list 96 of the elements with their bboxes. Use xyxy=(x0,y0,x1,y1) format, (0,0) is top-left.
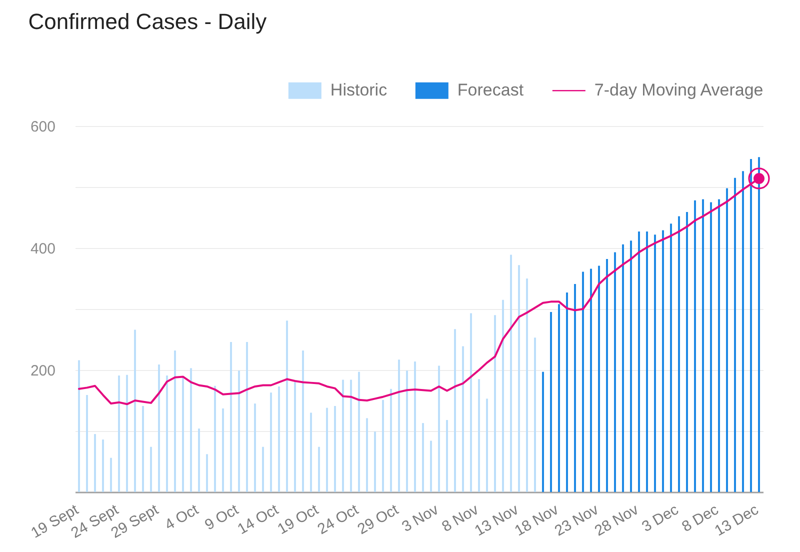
bar xyxy=(126,374,128,492)
bar xyxy=(190,368,192,492)
legend-label: Historic xyxy=(330,80,388,100)
bar xyxy=(310,412,312,492)
bar xyxy=(646,232,648,492)
bar xyxy=(662,230,664,492)
bar xyxy=(518,265,520,492)
bar xyxy=(286,320,288,492)
bar xyxy=(670,224,672,492)
bar xyxy=(614,252,616,492)
bar xyxy=(582,272,584,492)
bar xyxy=(78,360,80,492)
bar xyxy=(486,398,488,492)
bar xyxy=(654,234,656,492)
bar xyxy=(686,212,688,492)
bar xyxy=(294,382,296,492)
bar xyxy=(398,360,400,492)
bar xyxy=(406,370,408,492)
bar xyxy=(534,338,536,492)
bar xyxy=(678,216,680,492)
chart-title: Confirmed Cases - Daily xyxy=(28,9,267,34)
bar xyxy=(638,232,640,492)
bar xyxy=(478,379,480,492)
bar xyxy=(462,346,464,492)
bar xyxy=(94,434,96,492)
bar xyxy=(102,440,104,492)
bar xyxy=(694,200,696,492)
legend-label: Forecast xyxy=(457,80,524,100)
bar xyxy=(750,158,752,492)
bar xyxy=(246,342,248,492)
x-tick-label: 4 Oct xyxy=(162,500,202,534)
bar xyxy=(734,178,736,492)
bar xyxy=(110,458,112,492)
bar xyxy=(574,284,576,492)
bar xyxy=(86,395,88,492)
bar xyxy=(630,240,632,492)
bar xyxy=(230,342,232,492)
bar xyxy=(598,266,600,492)
bar xyxy=(542,372,544,492)
bar xyxy=(758,157,760,492)
bar xyxy=(270,392,272,492)
bar xyxy=(206,454,208,492)
bar xyxy=(422,423,424,492)
bar xyxy=(182,377,184,492)
bar xyxy=(366,418,368,492)
bar xyxy=(342,380,344,492)
x-tick-label: 3 Dec xyxy=(639,500,682,536)
bar xyxy=(302,350,304,492)
bar xyxy=(558,304,560,492)
bar xyxy=(526,278,528,492)
bar xyxy=(198,428,200,492)
bar xyxy=(254,404,256,492)
bar xyxy=(718,199,720,492)
bar xyxy=(158,364,160,492)
bar xyxy=(150,446,152,492)
bar xyxy=(278,386,280,492)
bar xyxy=(390,388,392,492)
bar xyxy=(334,406,336,492)
bar xyxy=(174,350,176,492)
bar xyxy=(742,171,744,492)
bar xyxy=(494,315,496,492)
bar xyxy=(438,366,440,492)
bar xyxy=(470,313,472,492)
y-tick-label: 400 xyxy=(30,240,56,258)
x-tick-label: 3 Nov xyxy=(399,500,442,536)
bar xyxy=(358,372,360,492)
bar xyxy=(134,330,136,492)
bar xyxy=(118,375,120,492)
bar xyxy=(414,361,416,492)
y-tick-label: 600 xyxy=(30,118,56,136)
bar xyxy=(622,244,624,492)
bar xyxy=(326,408,328,492)
bar xyxy=(238,370,240,492)
bar xyxy=(510,254,512,492)
legend-label: 7-day Moving Average xyxy=(594,80,764,100)
bar xyxy=(318,446,320,492)
bar xyxy=(166,375,168,492)
bar xyxy=(222,408,224,492)
bar xyxy=(446,420,448,492)
bar xyxy=(726,188,728,492)
bar xyxy=(590,268,592,492)
bar xyxy=(502,300,504,492)
bar xyxy=(350,380,352,492)
bar xyxy=(454,329,456,492)
bar xyxy=(142,406,144,492)
bar xyxy=(702,199,704,492)
bar xyxy=(710,202,712,492)
bar xyxy=(214,386,216,492)
y-tick-label: 200 xyxy=(30,362,56,380)
bar xyxy=(382,400,384,492)
bar xyxy=(430,440,432,492)
bar xyxy=(550,312,552,492)
bar xyxy=(262,446,264,492)
bar xyxy=(606,258,608,492)
bar xyxy=(566,292,568,492)
bar xyxy=(374,432,376,492)
